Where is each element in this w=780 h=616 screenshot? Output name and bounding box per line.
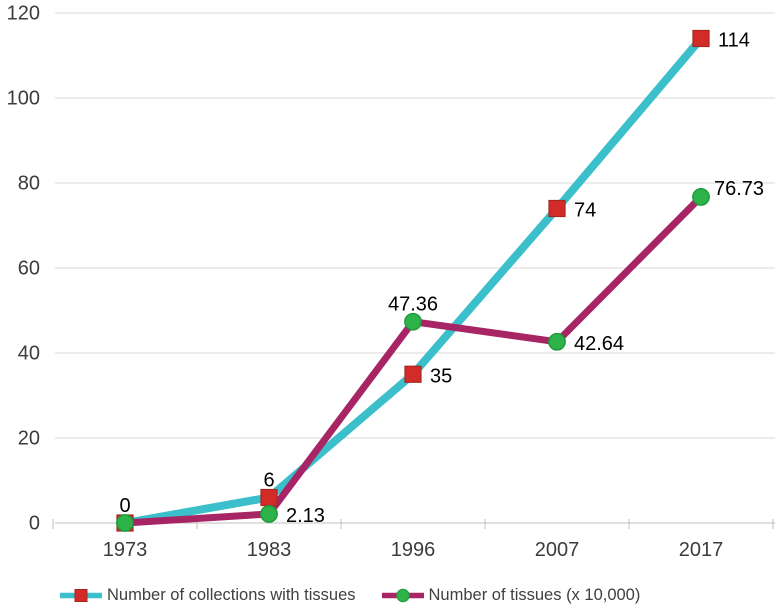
data-label: 47.36 [388,294,438,316]
data-label: 74 [574,200,596,222]
y-tick-label: 20 [18,428,40,450]
x-tick-label: 1973 [103,539,148,561]
legend-marker-circle-icon [380,588,426,603]
chart-legend: Number of collections with tissues Numbe… [0,580,780,610]
data-point-circle [692,187,710,206]
x-tick-label: 2017 [679,539,724,561]
data-point-square [548,199,566,218]
data-label: 114 [718,30,750,52]
data-label: 76.73 [714,178,764,200]
legend-label-tissues: Number of tissues (x 10,000) [428,585,641,604]
y-tick-label: 40 [18,343,40,365]
data-label: 2.13 [286,505,325,527]
legend-marker-square-icon [58,588,104,603]
y-tick-label: 100 [7,88,40,110]
data-point-square [404,365,422,383]
data-point-circle [548,332,566,351]
data-label: 0 [119,495,130,517]
series-line [121,193,705,527]
legend-item-tissues: Number of tissues (x 10,000) [380,585,641,605]
y-tick-label: 0 [29,513,40,535]
x-tick-label: 2007 [535,539,580,561]
data-point-circle [116,514,134,532]
legend-label-collections: Number of collections with tissues [107,585,356,604]
y-tick-label: 60 [18,258,40,280]
x-tick-label: 1983 [247,539,292,561]
data-point-circle [260,505,278,523]
data-label: 42.64 [574,333,624,355]
data-point-circle [404,312,422,331]
data-point-square [692,29,710,48]
chart-plot-area: 0 20 40 60 80 100 120 1973 1983 1996 2007 2017 0 6 35 7… [7,3,775,561]
data-label: 35 [430,365,452,387]
y-tick-label: 80 [18,173,40,195]
x-tick-label: 1996 [391,539,436,561]
data-point-square [260,488,278,507]
legend-item-collections: Number of collections with tissues [58,586,356,605]
data-label: 6 [263,470,274,492]
y-tick-label: 120 [7,3,40,25]
